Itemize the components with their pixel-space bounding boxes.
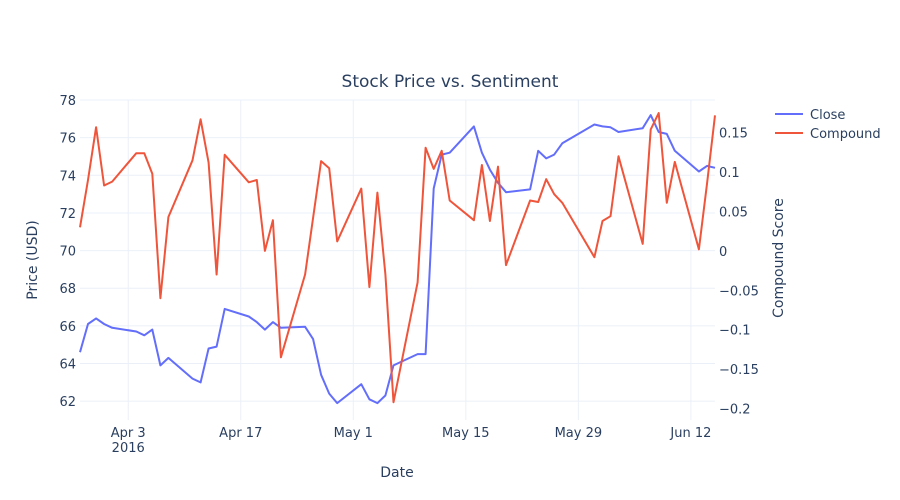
y-axis-left-title: Price (USD) [25,220,41,299]
x-tick-label: Jun 12 [669,426,711,441]
y-left-tick-label: 62 [59,395,76,410]
y-right-tick-label: 0.05 [719,205,748,220]
legend-label-compound: Compound [810,127,881,142]
y-left-tick-label: 72 [59,207,76,222]
series-line-close[interactable] [79,114,716,405]
y-right-tick-label: −0.2 [719,402,751,417]
x-tick-label: May 1 [334,426,373,441]
y-left-tick-label: 76 [59,132,76,147]
y-left-tick-label: 66 [59,320,76,335]
gridlines [80,99,715,420]
x-tick-label: May 15 [442,426,490,441]
y-right-tick-label: 0 [719,245,727,260]
y-left-tick-label: 74 [59,169,76,184]
legend[interactable]: Close Compound [775,108,881,142]
y-right-tick-label: −0.05 [719,284,759,299]
series-lines [79,112,716,405]
y-axis-right-title: Compound Score [771,198,787,318]
chart-title: Stock Price vs. Sentiment [342,72,559,92]
x-axis-title: Date [380,465,413,481]
legend-item-compound[interactable]: Compound [775,127,881,142]
x-tick-sublabel: 2016 [112,441,145,456]
x-tick-label: Apr 17 [219,426,262,441]
series-line-compound[interactable] [79,112,716,404]
y-left-tick-label: 68 [59,282,76,297]
x-tick-label: May 29 [555,426,603,441]
x-tick-label: Apr 3 [111,426,146,441]
y-left-tick-label: 78 [59,94,76,109]
legend-label-close: Close [810,108,845,123]
y-right-tick-label: −0.1 [719,324,751,339]
y-right-tick-label: −0.15 [719,363,759,378]
y-right-tick-label: 0.1 [719,166,740,181]
legend-item-close[interactable]: Close [775,108,845,123]
y-right-tick-label: 0.15 [719,127,748,142]
y-left-tick-label: 64 [59,358,76,373]
y-left-tick-label: 70 [59,245,76,260]
plot-area [80,100,715,420]
